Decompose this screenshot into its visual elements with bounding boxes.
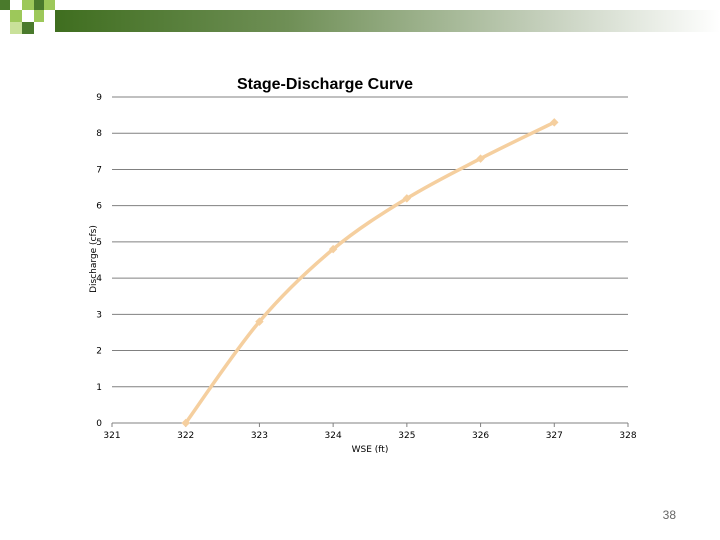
- y-tick-label: 9: [96, 93, 102, 103]
- y-tick-label: 6: [96, 202, 102, 212]
- x-tick-label: 321: [103, 431, 120, 441]
- data-point: [255, 317, 264, 326]
- x-tick-label: 323: [251, 431, 268, 441]
- x-tick-label: 328: [619, 431, 636, 441]
- data-point: [328, 244, 338, 254]
- data-points: [181, 118, 559, 428]
- header-square: [22, 22, 34, 34]
- header-square: [10, 22, 22, 34]
- x-axis-ticks: 321 322 323 324 325 326 327 328: [103, 423, 637, 441]
- y-tick-label: 4: [96, 274, 102, 284]
- header-gradient-band: [55, 10, 720, 32]
- x-tick-label: 327: [546, 431, 563, 441]
- data-point: [476, 154, 485, 163]
- y-tick-label: 1: [96, 383, 102, 393]
- x-tick-label: 324: [325, 431, 342, 441]
- x-tick-label: 326: [472, 431, 489, 441]
- series-line: [183, 120, 557, 425]
- y-tick-label: 0: [96, 419, 102, 429]
- y-tick-label: 7: [96, 165, 102, 175]
- y-tick-label: 3: [96, 310, 102, 320]
- data-point: [402, 194, 412, 203]
- header-square: [34, 10, 44, 22]
- header-square: [0, 0, 10, 10]
- y-axis-label: Discharge (cfs): [89, 225, 99, 293]
- y-tick-label: 5: [96, 238, 102, 248]
- y-tick-label: 2: [96, 347, 102, 357]
- chart-title: Stage-Discharge Curve: [237, 76, 413, 93]
- x-tick-label: 322: [177, 431, 194, 441]
- header-square: [10, 10, 22, 22]
- data-point: [181, 418, 190, 428]
- header-decoration: [0, 0, 720, 34]
- grid-lines: [112, 96, 628, 388]
- x-axis-label: WSE (ft): [352, 445, 389, 455]
- x-tick-label: 325: [398, 431, 415, 441]
- header-square: [22, 0, 34, 10]
- y-tick-label: 8: [96, 129, 102, 139]
- y-axis-ticks: 0 1 2 3 4 5 6 7 8 9: [96, 93, 102, 429]
- header-square: [44, 0, 55, 10]
- header-square: [34, 0, 44, 10]
- page-number: 38: [662, 508, 676, 522]
